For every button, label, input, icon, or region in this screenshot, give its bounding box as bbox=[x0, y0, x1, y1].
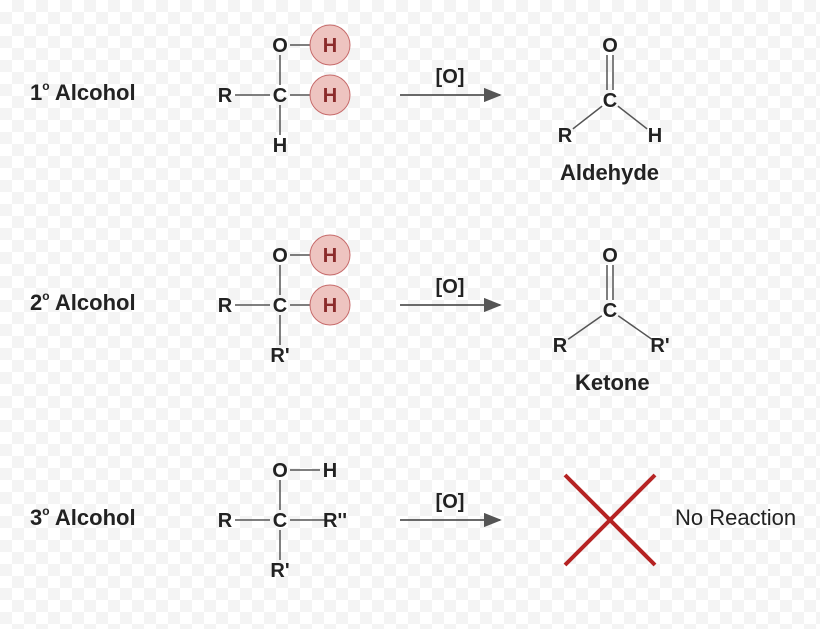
product-O: O bbox=[602, 35, 618, 57]
row-label: 3o Alcohol bbox=[30, 504, 136, 530]
product-H: H bbox=[648, 125, 662, 147]
product-C: C bbox=[603, 300, 617, 322]
row-label: 2o Alcohol bbox=[30, 289, 136, 315]
row-label: 1o Alcohol bbox=[30, 79, 136, 105]
product-C: C bbox=[603, 90, 617, 112]
atom-O: O bbox=[272, 245, 288, 267]
oxidation-label: [O] bbox=[436, 66, 465, 88]
no-reaction-label: No Reaction bbox=[675, 505, 796, 530]
atom-H-alpha: H bbox=[323, 295, 337, 317]
atom-R: R bbox=[218, 85, 233, 107]
product-name: Ketone bbox=[575, 370, 650, 395]
atom-Rprime: R' bbox=[270, 560, 289, 582]
atom-C: C bbox=[273, 85, 287, 107]
atom-R: R bbox=[218, 510, 233, 532]
atom-H-alpha: H bbox=[323, 85, 337, 107]
bond bbox=[618, 106, 647, 129]
bond bbox=[618, 316, 652, 340]
product-R: R bbox=[553, 335, 568, 357]
atom-H-hydroxyl: H bbox=[323, 460, 337, 482]
atom-H-hydroxyl: H bbox=[323, 245, 337, 267]
atom-O: O bbox=[272, 460, 288, 482]
product-R: R bbox=[558, 125, 573, 147]
oxidation-label: [O] bbox=[436, 491, 465, 513]
atom-H-hydroxyl: H bbox=[323, 35, 337, 57]
bond bbox=[568, 316, 602, 340]
diagram-canvas: 1o Alcohol H H C R O H [O] C O R H Aldehyde 2o Alcoho… bbox=[0, 0, 820, 629]
atom-R: R bbox=[218, 295, 233, 317]
product-Rprime: R' bbox=[650, 335, 669, 357]
product-name: Aldehyde bbox=[560, 160, 659, 185]
atom-O: O bbox=[272, 35, 288, 57]
atom-C: C bbox=[273, 510, 287, 532]
atom-H: H bbox=[273, 135, 287, 157]
atom-Rprime: R' bbox=[270, 345, 289, 367]
atom-C: C bbox=[273, 295, 287, 317]
bond bbox=[573, 106, 602, 129]
product-O: O bbox=[602, 245, 618, 267]
oxidation-label: [O] bbox=[436, 276, 465, 298]
atom-Rdoubleprime: R'' bbox=[323, 510, 347, 532]
